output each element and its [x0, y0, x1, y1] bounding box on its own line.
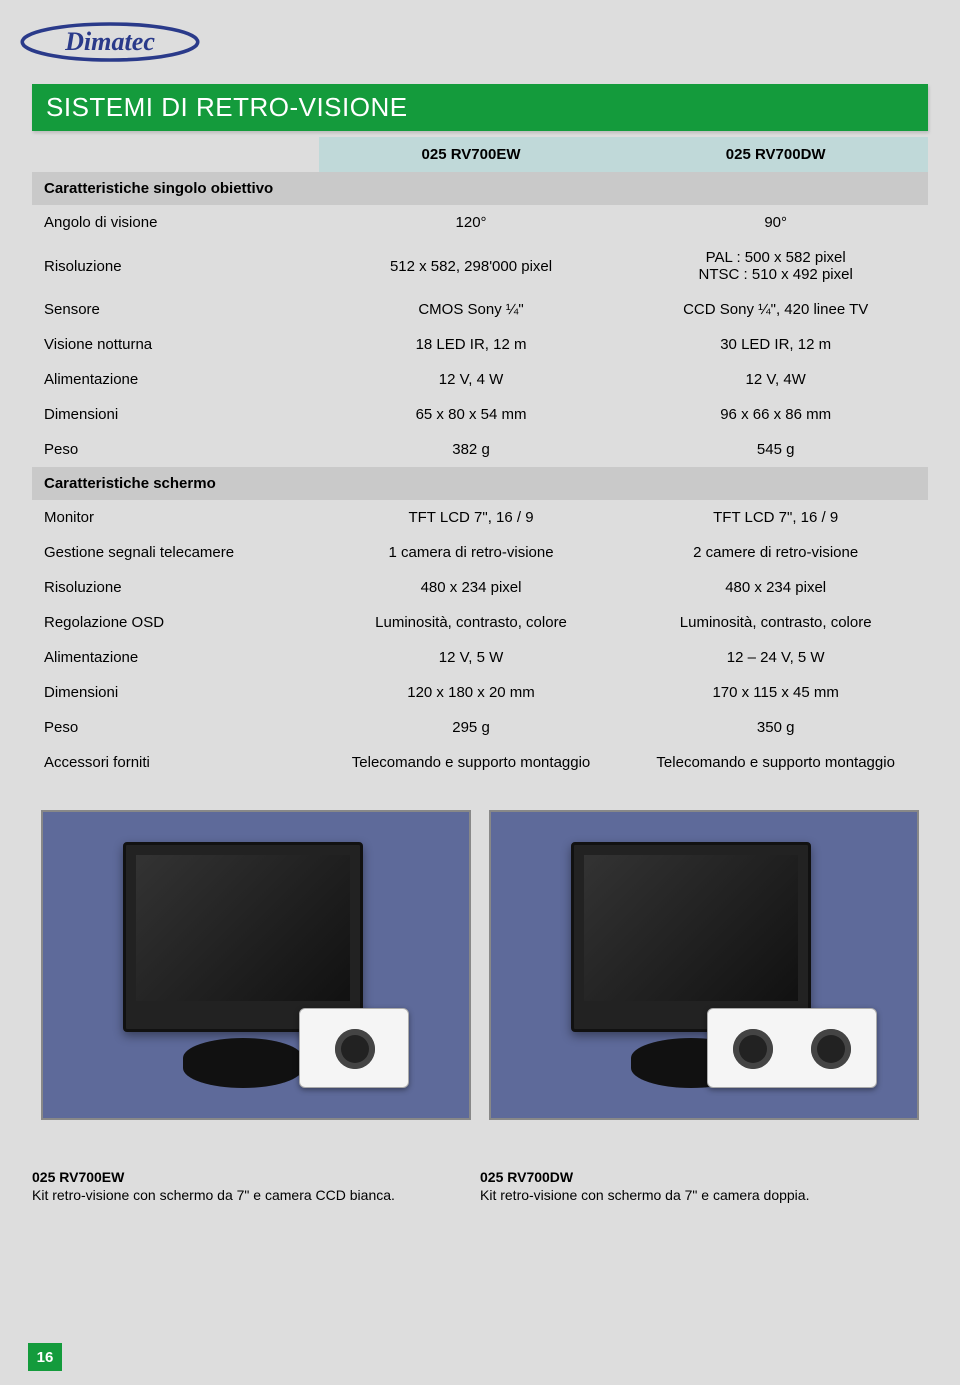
header-col-a: 025 RV700EW: [319, 137, 624, 172]
caption-left-title: 025 RV700EW: [32, 1168, 462, 1186]
row-label: Regolazione OSD: [32, 605, 319, 640]
row-value-a: 12 V, 4 W: [319, 362, 624, 397]
table-row: MonitorTFT LCD 7", 16 / 9TFT LCD 7", 16 …: [32, 500, 928, 535]
row-label: Peso: [32, 432, 319, 467]
row-value-a: TFT LCD 7", 16 / 9: [319, 500, 624, 535]
row-value-b: 350 g: [623, 710, 928, 745]
table-row: Peso382 g545 g: [32, 432, 928, 467]
row-value-b: 96 x 66 x 86 mm: [623, 397, 928, 432]
svg-text:Dimatec: Dimatec: [64, 27, 155, 56]
catalog-page: Dimatec SISTEMI DI RETRO-VISIONE 025 RV7…: [0, 0, 960, 1385]
table-row: Regolazione OSDLuminosità, contrasto, co…: [32, 605, 928, 640]
row-value-a: 120°: [319, 205, 624, 240]
row-value-a: 295 g: [319, 710, 624, 745]
header-col-b: 025 RV700DW: [623, 137, 928, 172]
row-value-a: 120 x 180 x 20 mm: [319, 675, 624, 710]
row-value-b: 545 g: [623, 432, 928, 467]
row-value-a: 1 camera di retro-visione: [319, 535, 624, 570]
table-row: Risoluzione512 x 582, 298'000 pixelPAL :…: [32, 240, 928, 292]
header-blank: [32, 137, 319, 172]
row-value-b: Telecomando e supporto montaggio: [623, 745, 928, 780]
table-row: Angolo di visione120°90°: [32, 205, 928, 240]
row-value-a: CMOS Sony ¼": [319, 292, 624, 327]
brand-logo: Dimatec: [20, 18, 200, 66]
table-row: Accessori fornitiTelecomando e supporto …: [32, 745, 928, 780]
product-images-row: [32, 810, 928, 1120]
section-row: Caratteristiche schermo: [32, 467, 928, 500]
row-value-a: 18 LED IR, 12 m: [319, 327, 624, 362]
row-value-a: 512 x 582, 298'000 pixel: [319, 240, 624, 292]
row-value-b: 2 camere di retro-visione: [623, 535, 928, 570]
table-row: Alimentazione12 V, 5 W12 – 24 V, 5 W: [32, 640, 928, 675]
row-value-b: 12 V, 4W: [623, 362, 928, 397]
row-value-b: 12 – 24 V, 5 W: [623, 640, 928, 675]
caption-right-title: 025 RV700DW: [480, 1168, 910, 1186]
row-value-b: 480 x 234 pixel: [623, 570, 928, 605]
table-row: SensoreCMOS Sony ¼"CCD Sony ¼", 420 line…: [32, 292, 928, 327]
row-label: Monitor: [32, 500, 319, 535]
row-label: Alimentazione: [32, 362, 319, 397]
row-value-a: Luminosità, contrasto, colore: [319, 605, 624, 640]
row-value-b: 170 x 115 x 45 mm: [623, 675, 928, 710]
captions-row: 025 RV700EW Kit retro-visione con scherm…: [32, 1168, 928, 1204]
caption-left: 025 RV700EW Kit retro-visione con scherm…: [32, 1168, 462, 1204]
row-value-a: 382 g: [319, 432, 624, 467]
row-value-a: 12 V, 5 W: [319, 640, 624, 675]
section-row: Caratteristiche singolo obiettivo: [32, 172, 928, 205]
row-label: Visione notturna: [32, 327, 319, 362]
table-row: Risoluzione480 x 234 pixel480 x 234 pixe…: [32, 570, 928, 605]
page-title: SISTEMI DI RETRO-VISIONE: [32, 84, 928, 131]
product-image-right: [489, 810, 919, 1120]
table-header-row: 025 RV700EW 025 RV700DW: [32, 137, 928, 172]
monitor-stand-icon: [183, 1038, 303, 1088]
table-row: Visione notturna18 LED IR, 12 m30 LED IR…: [32, 327, 928, 362]
row-label: Dimensioni: [32, 397, 319, 432]
row-label: Angolo di visione: [32, 205, 319, 240]
table-row: Alimentazione12 V, 4 W12 V, 4W: [32, 362, 928, 397]
row-label: Dimensioni: [32, 675, 319, 710]
row-label: Gestione segnali telecamere: [32, 535, 319, 570]
page-number: 16: [28, 1343, 62, 1371]
row-value-a: 480 x 234 pixel: [319, 570, 624, 605]
double-camera-icon: [707, 1008, 877, 1088]
section-label: Caratteristiche singolo obiettivo: [32, 172, 928, 205]
monitor-icon: [123, 842, 363, 1032]
row-label: Risoluzione: [32, 240, 319, 292]
section-label: Caratteristiche schermo: [32, 467, 928, 500]
table-row: Dimensioni120 x 180 x 20 mm170 x 115 x 4…: [32, 675, 928, 710]
camera-icon: [299, 1008, 409, 1088]
row-label: Accessori forniti: [32, 745, 319, 780]
caption-left-text: Kit retro-visione con schermo da 7" e ca…: [32, 1187, 395, 1203]
row-label: Peso: [32, 710, 319, 745]
row-label: Sensore: [32, 292, 319, 327]
row-value-b: 30 LED IR, 12 m: [623, 327, 928, 362]
row-value-b: Luminosità, contrasto, colore: [623, 605, 928, 640]
row-value-b: CCD Sony ¼", 420 linee TV: [623, 292, 928, 327]
row-value-b: 90°: [623, 205, 928, 240]
row-value-a: 65 x 80 x 54 mm: [319, 397, 624, 432]
caption-right-text: Kit retro-visione con schermo da 7" e ca…: [480, 1187, 809, 1203]
product-image-left: [41, 810, 471, 1120]
row-label: Alimentazione: [32, 640, 319, 675]
row-value-b: PAL : 500 x 582 pixel NTSC : 510 x 492 p…: [623, 240, 928, 292]
row-label: Risoluzione: [32, 570, 319, 605]
table-row: Gestione segnali telecamere1 camera di r…: [32, 535, 928, 570]
table-row: Dimensioni65 x 80 x 54 mm96 x 66 x 86 mm: [32, 397, 928, 432]
spec-table: 025 RV700EW 025 RV700DW Caratteristiche …: [32, 137, 928, 780]
row-value-b: TFT LCD 7", 16 / 9: [623, 500, 928, 535]
caption-right: 025 RV700DW Kit retro-visione con scherm…: [480, 1168, 910, 1204]
monitor-icon: [571, 842, 811, 1032]
table-row: Peso295 g350 g: [32, 710, 928, 745]
row-value-a: Telecomando e supporto montaggio: [319, 745, 624, 780]
